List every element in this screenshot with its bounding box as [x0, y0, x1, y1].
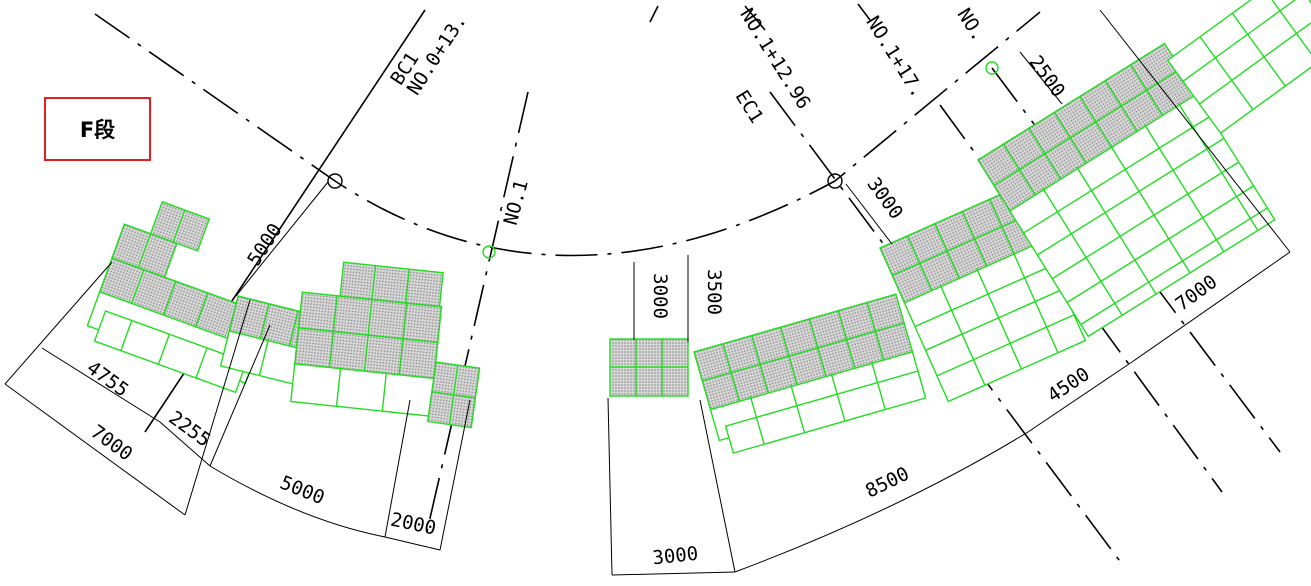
top-point	[985, 61, 999, 75]
dim-4500: 4500	[1044, 363, 1094, 407]
dim-2255: 2255	[165, 407, 215, 452]
dim-3000-a: 3000	[649, 273, 671, 319]
dim-4755: 4755	[83, 357, 133, 402]
section-label: F段	[79, 118, 116, 142]
station-no-1-17-label: NO.1+17.	[862, 12, 929, 101]
alignment-arc	[94, 11, 1041, 257]
station-tick-3	[857, 3, 871, 21]
dim-2500: 2500	[1025, 51, 1070, 101]
dim-3000-right: 3000	[863, 173, 908, 223]
left-block-group-d	[426, 361, 481, 429]
dim-7000-left: 7000	[87, 421, 137, 466]
right-block-band	[693, 0, 1311, 454]
station-ec1-label: EC1	[731, 86, 768, 127]
dim-3500: 3500	[703, 269, 725, 315]
left-block-group	[86, 200, 481, 429]
station-no1-label: NO.1	[500, 177, 533, 227]
dim-5000-bottom: 5000	[277, 472, 328, 510]
station-tick	[649, 5, 659, 23]
left-block-group-c	[290, 261, 444, 417]
right-start-blocks	[609, 338, 689, 397]
dim-8500: 8500	[862, 463, 913, 503]
no1-point	[482, 245, 496, 259]
ec1-point	[827, 173, 843, 189]
station-no-top-label: NO.	[953, 4, 990, 45]
station-tick-2	[744, 5, 766, 31]
bc1-point	[327, 173, 343, 189]
dimension-lines	[4, 9, 1291, 576]
station-line-no1	[424, 91, 529, 541]
section-label-box: F段	[44, 97, 151, 161]
dim-3000-bottom: 3000	[651, 543, 699, 570]
